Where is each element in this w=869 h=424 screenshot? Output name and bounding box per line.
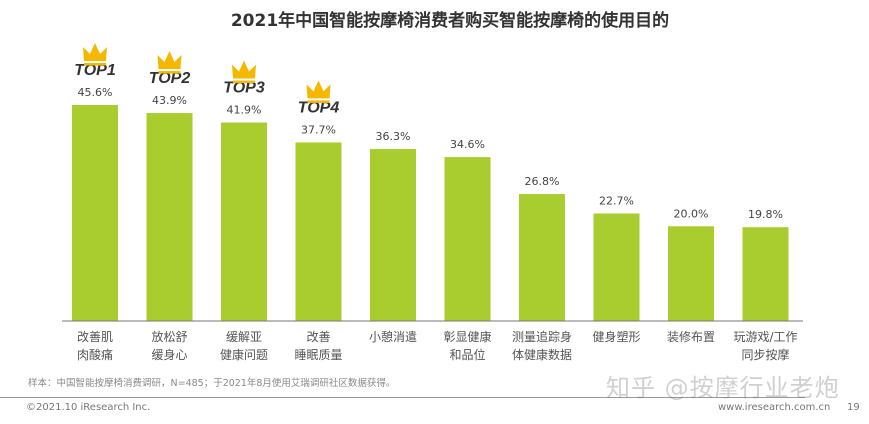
page-number: 19 [847, 402, 860, 413]
bar [221, 122, 267, 322]
bar [295, 142, 342, 321]
crown-base [307, 100, 330, 103]
bar [444, 157, 491, 321]
bar [519, 194, 565, 321]
data-label: 19.8% [748, 208, 783, 221]
footer-divider [0, 397, 805, 398]
category-label: 测量追踪身 [512, 329, 572, 344]
chart-title: 2021年中国智能按摩椅消费者购买智能按摩椅的使用目的 [230, 11, 670, 31]
category-label: 缓解亚 [226, 330, 262, 344]
copyright: ©2021.10 iResearch Inc. [26, 402, 151, 413]
bar [72, 105, 118, 321]
data-label: 26.8% [525, 175, 560, 188]
top-rank-label: TOP1 [74, 62, 116, 79]
watermark: 知乎 @按摩行业老炮 [606, 374, 840, 402]
bar [668, 226, 714, 321]
category-label: 小憩消遣 [369, 329, 417, 344]
category-label: 健康问题 [220, 347, 268, 362]
category-label: 和品位 [449, 347, 485, 362]
data-label: 37.7% [301, 123, 336, 136]
crown-base [158, 71, 181, 74]
category-label: 玩游戏/工作 [733, 330, 797, 344]
category-label: 改善肌 [77, 329, 113, 344]
category-label: 装修布置 [667, 329, 715, 344]
category-label: 睡眠质量 [294, 348, 342, 362]
data-label: 45.6% [78, 86, 113, 99]
bar [593, 213, 640, 321]
top-rank-label: TOP2 [149, 70, 191, 87]
data-label: 41.9% [227, 104, 262, 117]
data-label: 22.7% [599, 194, 634, 207]
data-label: 36.3% [376, 130, 411, 143]
sample-note: 样本：中国智能按摩椅消费调研，N=485；于2021年8月使用艾瑞调研社区数据获… [28, 378, 396, 389]
data-label: 34.6% [450, 138, 485, 151]
category-label: 健身塑形 [592, 329, 640, 344]
top-rank-label: TOP4 [298, 99, 340, 116]
website-link[interactable]: www.iresearch.com.cn [718, 402, 831, 413]
category-label: 放松舒 [151, 329, 187, 344]
category-label: 彰显健康 [443, 329, 491, 344]
category-label: 肉酸痛 [77, 347, 113, 362]
category-label: 同步按摩 [741, 347, 789, 362]
crown-base [84, 63, 106, 66]
data-label: 20.0% [674, 207, 709, 220]
data-label: 43.9% [152, 94, 187, 107]
crown-base [233, 80, 255, 84]
category-label: 缓身心 [151, 347, 187, 362]
crown-icon [83, 43, 107, 61]
category-label: 改善 [306, 329, 330, 344]
bar [146, 113, 193, 321]
category-label: 体健康数据 [512, 347, 572, 362]
crown-icon [157, 51, 182, 70]
bar [742, 227, 789, 321]
bar [370, 149, 416, 321]
crown-icon [306, 80, 331, 99]
top-rank-label: TOP3 [223, 80, 265, 97]
crown-icon [232, 60, 256, 79]
